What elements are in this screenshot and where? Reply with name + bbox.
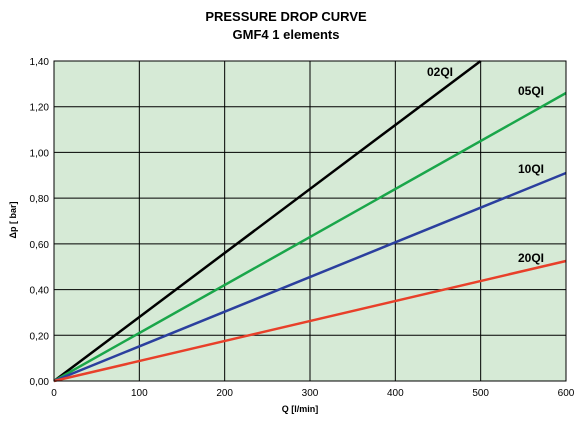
y-tick-label: 0,60 xyxy=(30,240,50,251)
y-tick-label: 0,20 xyxy=(30,331,50,342)
x-axis-label: Q [l/min] xyxy=(282,404,319,414)
series-group: 02QI 05QI 10QI 20QI xyxy=(53,60,567,383)
series-line-20qi xyxy=(53,259,567,383)
x-tick-label: 300 xyxy=(302,388,319,399)
grid xyxy=(54,61,566,381)
chart-title: PRESSURE DROP CURVE xyxy=(205,9,367,24)
series-label-10qi: 10QI xyxy=(518,162,544,176)
x-tick-label: 100 xyxy=(131,388,148,399)
y-axis-ticks: 0,00 0,20 0,40 0,60 0,80 1,00 1,20 1,40 xyxy=(30,57,50,388)
y-tick-label: 1,20 xyxy=(30,103,50,114)
series-label-02qi: 02QI xyxy=(427,65,453,79)
series-label-20qi: 20QI xyxy=(518,251,544,265)
y-tick-label: 0,40 xyxy=(30,286,50,297)
y-tick-label: 1,40 xyxy=(30,57,50,68)
y-tick-label: 0,80 xyxy=(30,194,50,205)
y-tick-label: 1,00 xyxy=(30,148,50,159)
series-line-10qi xyxy=(53,171,567,383)
chart-subtitle: GMF4 1 elements xyxy=(233,27,340,42)
y-axis-label: Δp [ bar] xyxy=(8,202,18,239)
plot-border xyxy=(53,60,567,382)
x-tick-label: 200 xyxy=(216,388,233,399)
x-tick-label: 400 xyxy=(387,388,404,399)
series-line-02qi xyxy=(53,60,482,382)
series-label-05qi: 05QI xyxy=(518,84,544,98)
y-tick-label: 0,00 xyxy=(30,377,50,388)
x-axis-ticks: 0 100 200 300 400 500 600 xyxy=(51,388,575,399)
series-line-05qi xyxy=(53,91,567,383)
x-tick-label: 500 xyxy=(472,388,489,399)
x-tick-label: 600 xyxy=(558,388,575,399)
x-tick-label: 0 xyxy=(51,388,57,399)
